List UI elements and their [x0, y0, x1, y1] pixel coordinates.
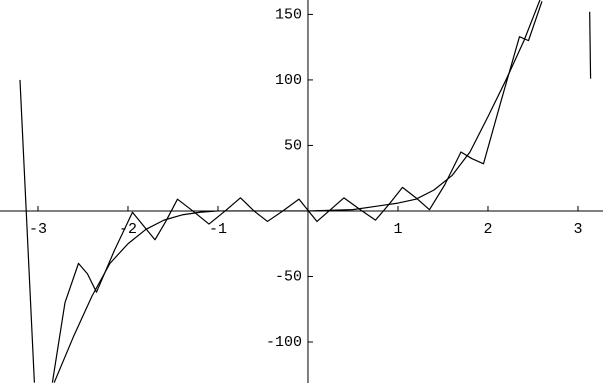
x-tick-label: -1 — [209, 221, 227, 238]
line — [53, 0, 541, 383]
line — [19, 1, 592, 383]
x-tick-label: -2 — [119, 221, 137, 238]
x-tick-label: -3 — [29, 221, 47, 238]
y-tick-label: -50 — [275, 268, 302, 285]
x-tick-label: 2 — [483, 221, 492, 238]
y-tick-label: -100 — [266, 334, 302, 351]
y-tick-label: 50 — [284, 137, 302, 154]
x-tick-label: 3 — [573, 221, 582, 238]
y-tick-label: 150 — [275, 6, 302, 23]
y-tick-label: 100 — [275, 72, 302, 89]
x-tick-label: 1 — [393, 221, 402, 238]
